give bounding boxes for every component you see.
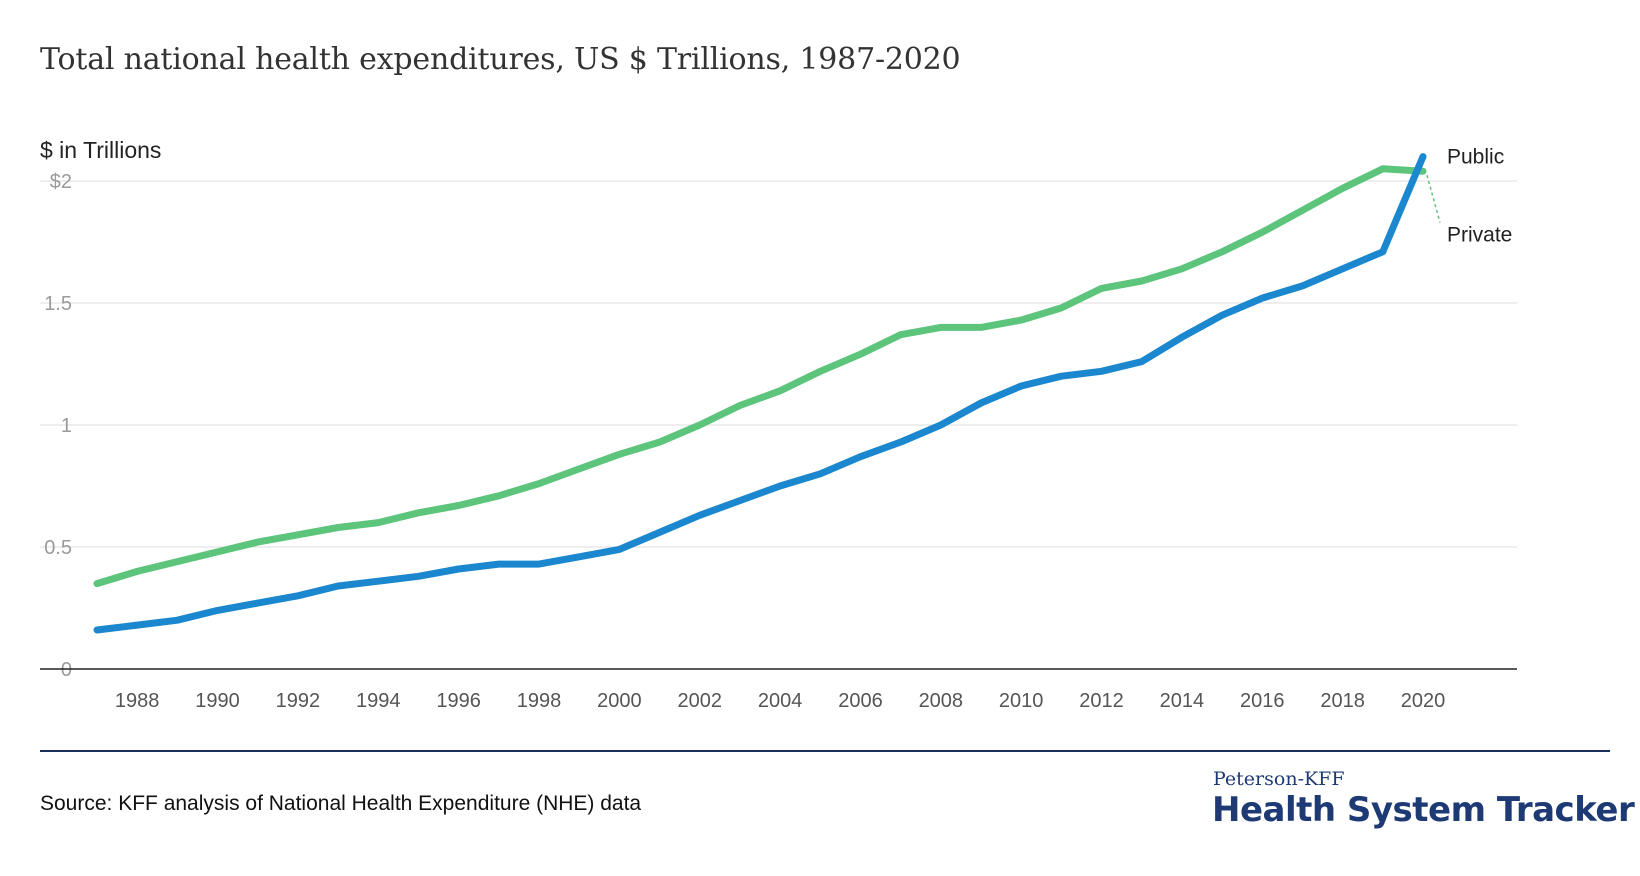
x-tick-label: 2002: [677, 690, 722, 712]
x-tick-label: 1988: [115, 690, 160, 712]
x-tick-label: 2006: [838, 690, 883, 712]
x-tick-label: 2000: [597, 690, 642, 712]
x-tick-label: 2004: [758, 690, 803, 712]
source-note: Source: KFF analysis of National Health …: [40, 792, 642, 815]
x-tick-label: 2010: [999, 690, 1044, 712]
x-tick-label: 2008: [919, 690, 964, 712]
series-lines: [93, 153, 1427, 634]
y-tick-label: 1: [61, 415, 72, 437]
x-tick-label: 1992: [276, 690, 321, 712]
footer-divider: [40, 750, 1610, 752]
gridlines: [40, 180, 1517, 548]
y-tick-labels: 0 0.5 1 1.5 $2: [44, 171, 72, 681]
x-tick-label: 2016: [1240, 690, 1285, 712]
x-tick-label: 1998: [517, 690, 562, 712]
y-tick-label: 0: [61, 659, 72, 681]
x-tick-label: 2014: [1160, 690, 1205, 712]
brand-logo-text: Health System Tracker: [1212, 790, 1635, 830]
chart-title: Total national health expenditures, US $…: [40, 42, 961, 77]
x-tick-label: 2012: [1079, 690, 1124, 712]
x-tick-label: 1990: [195, 690, 240, 712]
series-label-public: Public: [1447, 146, 1504, 169]
line-chart: $ in Trillions 00.511.5$2 1988 1990 1992 19…: [40, 137, 1517, 712]
x-tick-label: 2020: [1401, 690, 1446, 712]
x-tick-label: 1994: [356, 690, 401, 712]
series-line-private: [93, 165, 1427, 588]
x-tick-labels: 1988 1990 1992 1994 1996 1998 2000 2002 2004 2006…: [115, 690, 1445, 712]
series-label-private: Private: [1447, 224, 1512, 247]
series-line-public: [93, 153, 1427, 634]
series-labels: Public Private: [1426, 146, 1512, 247]
y-tick-label: 0.5: [44, 537, 72, 559]
y-tick-label: $2: [50, 171, 72, 193]
private-label-leader: [1426, 175, 1441, 223]
y-axis-label: $ in Trillions: [40, 137, 161, 163]
x-tick-label: 1996: [436, 690, 481, 712]
brand-name-small: Peterson-KFF: [1213, 768, 1345, 790]
y-tick-label: 1.5: [44, 293, 72, 315]
x-tick-label: 2018: [1320, 690, 1365, 712]
